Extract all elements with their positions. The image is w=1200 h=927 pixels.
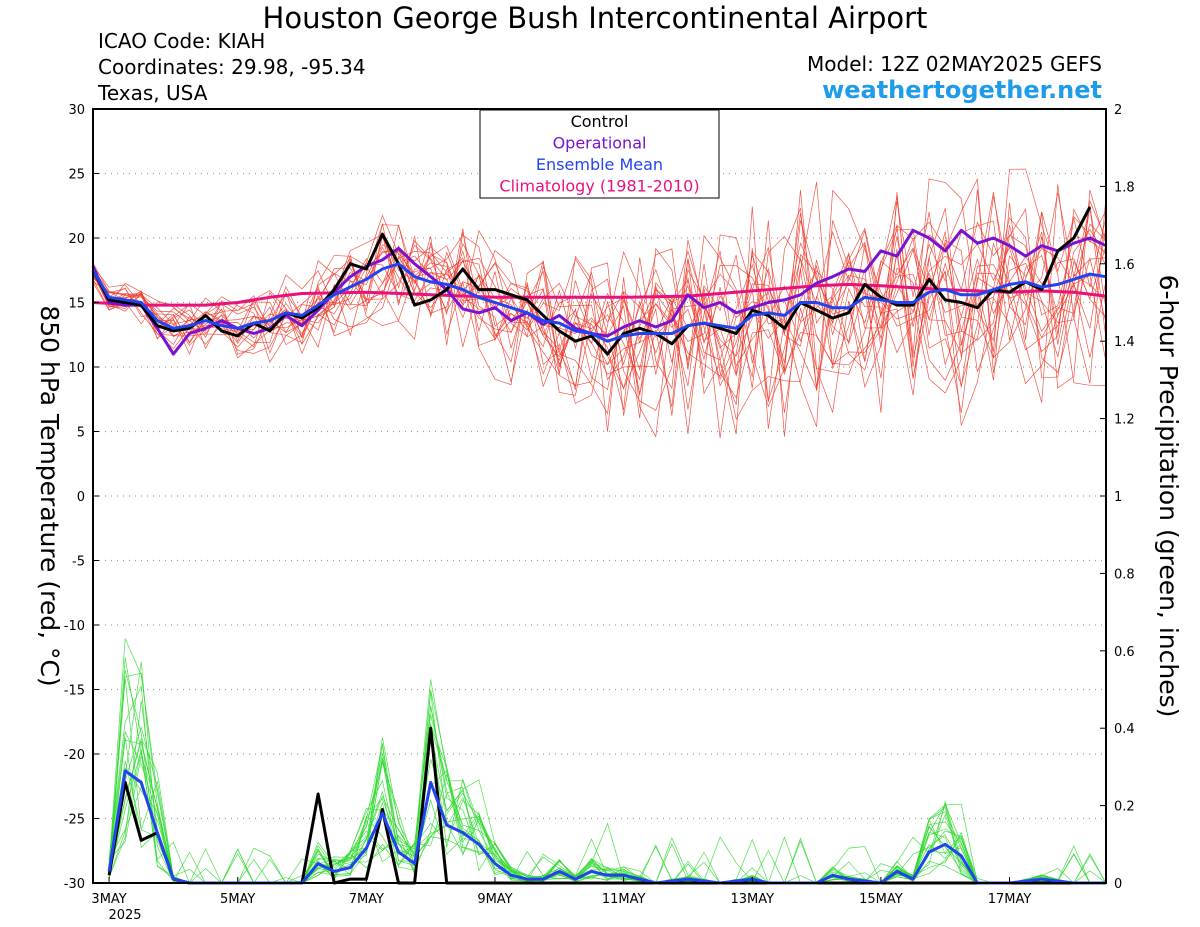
ensemble-members (92, 168, 1107, 884)
y-tick-label: 10 (68, 361, 85, 376)
temp-member-line (92, 191, 1107, 411)
y-tick-label: -5 (72, 555, 85, 570)
x-year-label: 2025 (108, 908, 141, 923)
y-tick-label: -20 (64, 748, 85, 763)
precip-member-line (108, 726, 1106, 884)
y2-tick-label: 0 (1114, 877, 1122, 892)
y2-tick-label: 0.2 (1114, 800, 1135, 815)
y2-tick-label: 0.6 (1114, 645, 1135, 660)
y2-tick-label: 1.4 (1114, 335, 1135, 350)
page-title: Houston George Bush Intercontinental Air… (262, 1, 928, 35)
y-tick-label: -25 (64, 813, 85, 828)
control-precipitation-line (107, 726, 1106, 885)
precip-member-line (108, 724, 1106, 884)
icao-code: ICAO Code: KIAH (98, 29, 266, 53)
precip-member-line (108, 740, 1107, 884)
precip-member-line (108, 739, 1106, 884)
plot-frame (92, 108, 1107, 884)
y-tick-label: 5 (77, 426, 85, 441)
grid-lines (93, 172, 1106, 820)
precip-member-line (108, 714, 1106, 884)
x-tick-label: 7MAY (349, 892, 384, 907)
precip-member-line (108, 638, 1106, 884)
right-axis-ticks: 2 1.8 1.6 1.4 1.2 1 0.8 0.6 0.4 0.2 0 (1100, 103, 1135, 892)
control-temperature-line (91, 206, 1092, 356)
legend: Control Operational Ensemble Mean Climatolo… (479, 109, 720, 199)
ensemble-mean-temperature-line (91, 262, 1107, 343)
y2-tick-label: 0.4 (1114, 722, 1135, 737)
y2-axis-label: 6-hour Precipitation (green, inches) (1154, 275, 1183, 718)
y-tick-label: 0 (77, 490, 85, 505)
y-tick-label: -10 (64, 619, 85, 634)
x-tick-label: 17MAY (988, 892, 1032, 907)
y-tick-label: 15 (68, 297, 85, 312)
precip-member-line (108, 722, 1107, 884)
y2-tick-label: 1.2 (1114, 413, 1135, 428)
y-tick-label: 30 (68, 103, 85, 118)
model-run: Model: 12Z 02MAY2025 GEFS (807, 52, 1102, 76)
temp-member-line (92, 177, 1107, 439)
legend-box (479, 109, 720, 199)
y-tick-label: -30 (64, 877, 85, 892)
legend-entry: Operational (553, 134, 647, 153)
legend-entry: Control (571, 112, 629, 131)
operational-temperature-line (91, 228, 1107, 356)
site-link[interactable]: weathertogether.net (822, 76, 1102, 104)
x-tick-label: 11MAY (602, 892, 646, 907)
temp-member-line (92, 168, 1107, 416)
ensemble-mean-precipitation-line (107, 769, 1106, 885)
y-axis-label: 850 hPa Temperature (red, °C) (35, 305, 64, 686)
y2-tick-label: 1.8 (1114, 180, 1135, 195)
y2-tick-label: 0.8 (1114, 567, 1135, 582)
temp-member-line (92, 207, 1107, 408)
temp-member-line (92, 178, 1107, 413)
x-tick-label: 5MAY (220, 892, 255, 907)
x-tick-label: 9MAY (477, 892, 512, 907)
legend-entry: Climatology (1981-2010) (499, 177, 699, 196)
temp-member-line (92, 189, 1107, 421)
y2-tick-label: 1.6 (1114, 258, 1135, 273)
left-axis-ticks: 30 25 20 15 10 5 0 -5 -10 -15 -20 -25 -30 (64, 103, 99, 892)
y2-tick-label: 1 (1114, 490, 1122, 505)
x-tick-label: 15MAY (859, 892, 903, 907)
precip-member-line (108, 732, 1106, 884)
y-tick-label: 20 (68, 232, 85, 247)
y-tick-label: -15 (64, 684, 85, 699)
x-tick-label: 13MAY (730, 892, 774, 907)
x-axis-ticks: 3MAY 5MAY 7MAY 9MAY 11MAY 13MAY 15MAY 17MAY (91, 877, 1031, 907)
precip-member-line (108, 730, 1107, 884)
coordinates: Coordinates: 29.98, -95.34 (98, 55, 366, 79)
y2-tick-label: 2 (1114, 103, 1122, 118)
temp-member-line (92, 234, 1107, 366)
legend-entry: Ensemble Mean (536, 155, 663, 174)
y-tick-label: 25 (68, 168, 85, 183)
region: Texas, USA (98, 81, 208, 105)
x-tick-label: 3MAY (91, 892, 126, 907)
